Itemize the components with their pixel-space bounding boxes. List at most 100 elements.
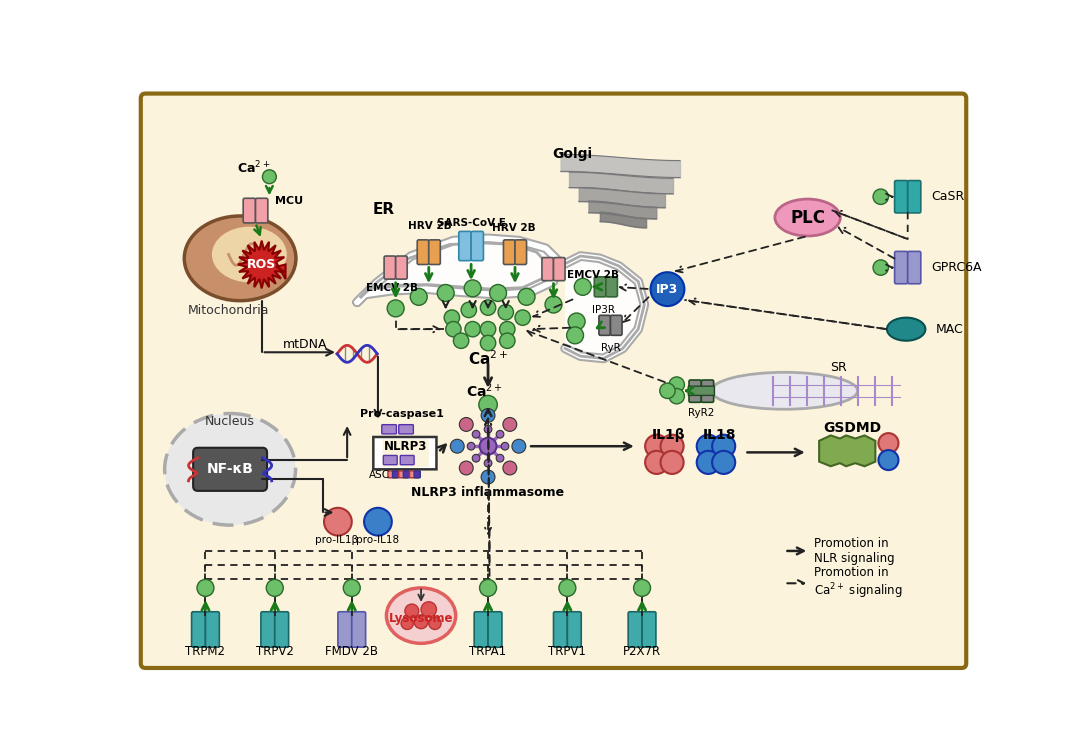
FancyBboxPatch shape [243, 198, 256, 223]
FancyBboxPatch shape [261, 611, 274, 647]
Circle shape [444, 310, 460, 325]
FancyBboxPatch shape [567, 611, 581, 647]
Ellipse shape [387, 588, 456, 643]
FancyBboxPatch shape [205, 611, 219, 647]
FancyBboxPatch shape [352, 611, 366, 647]
FancyBboxPatch shape [140, 93, 967, 668]
Circle shape [446, 321, 461, 337]
FancyBboxPatch shape [701, 380, 714, 403]
Circle shape [450, 440, 464, 453]
Circle shape [697, 434, 719, 458]
Text: HRV 2B: HRV 2B [491, 223, 536, 233]
FancyBboxPatch shape [894, 251, 907, 284]
Polygon shape [565, 256, 645, 358]
FancyBboxPatch shape [382, 425, 396, 434]
Text: CaSR: CaSR [931, 190, 964, 204]
Text: IP3: IP3 [657, 283, 678, 296]
FancyBboxPatch shape [338, 611, 352, 647]
FancyBboxPatch shape [610, 315, 622, 336]
Text: SR: SR [831, 361, 847, 374]
FancyBboxPatch shape [642, 611, 656, 647]
Text: Ca$^{2+}$: Ca$^{2+}$ [238, 160, 271, 176]
Circle shape [878, 450, 899, 470]
Text: Promotion in
NLR signaling: Promotion in NLR signaling [813, 537, 894, 565]
Text: EMCV 2B: EMCV 2B [366, 283, 418, 293]
FancyBboxPatch shape [409, 470, 419, 478]
Text: GSDMD: GSDMD [823, 421, 881, 435]
FancyBboxPatch shape [401, 455, 414, 464]
Circle shape [454, 333, 469, 348]
Circle shape [465, 321, 481, 337]
Circle shape [480, 438, 497, 455]
Circle shape [324, 508, 352, 535]
Ellipse shape [211, 225, 288, 284]
FancyBboxPatch shape [274, 611, 288, 647]
Circle shape [496, 431, 504, 438]
Polygon shape [819, 436, 876, 466]
FancyBboxPatch shape [629, 611, 642, 647]
FancyBboxPatch shape [554, 258, 565, 280]
Text: IL18: IL18 [703, 428, 737, 443]
FancyBboxPatch shape [894, 180, 907, 213]
Text: ROS: ROS [247, 258, 276, 271]
FancyBboxPatch shape [388, 470, 397, 478]
Ellipse shape [712, 372, 858, 409]
FancyBboxPatch shape [399, 425, 414, 434]
FancyBboxPatch shape [907, 251, 921, 284]
FancyBboxPatch shape [689, 380, 701, 403]
FancyBboxPatch shape [395, 256, 407, 279]
Circle shape [414, 615, 428, 629]
Circle shape [410, 288, 428, 305]
Circle shape [197, 579, 214, 596]
FancyBboxPatch shape [399, 470, 408, 478]
Circle shape [459, 418, 473, 431]
Circle shape [387, 300, 404, 317]
Text: NF-κB: NF-κB [206, 462, 254, 477]
Circle shape [343, 579, 361, 596]
Circle shape [669, 388, 685, 404]
FancyBboxPatch shape [403, 470, 409, 478]
Circle shape [481, 409, 495, 422]
FancyBboxPatch shape [392, 470, 399, 478]
FancyBboxPatch shape [429, 240, 441, 265]
Circle shape [503, 418, 516, 431]
Circle shape [669, 377, 685, 392]
Text: TRPA1: TRPA1 [470, 645, 507, 657]
FancyBboxPatch shape [594, 277, 606, 297]
Circle shape [267, 579, 283, 596]
FancyBboxPatch shape [542, 258, 554, 280]
Text: pro-IL1β: pro-IL1β [314, 535, 357, 545]
Circle shape [518, 288, 535, 305]
FancyBboxPatch shape [515, 240, 527, 265]
Circle shape [515, 310, 530, 325]
FancyBboxPatch shape [384, 256, 395, 279]
Circle shape [429, 618, 441, 630]
Text: Nucleus: Nucleus [205, 415, 255, 428]
FancyBboxPatch shape [459, 231, 471, 261]
Text: MAC: MAC [935, 323, 963, 336]
Text: Mitochondria: Mitochondria [188, 304, 269, 317]
Text: ASC: ASC [368, 470, 390, 480]
FancyBboxPatch shape [474, 611, 488, 647]
Ellipse shape [887, 317, 926, 341]
FancyBboxPatch shape [554, 611, 567, 647]
Text: ER: ER [373, 202, 395, 217]
FancyBboxPatch shape [382, 440, 429, 467]
Circle shape [459, 461, 473, 475]
Circle shape [575, 278, 591, 296]
Text: TRPM2: TRPM2 [186, 645, 226, 657]
Circle shape [472, 455, 480, 462]
FancyBboxPatch shape [606, 277, 618, 297]
Circle shape [661, 451, 684, 474]
Circle shape [484, 459, 491, 467]
Polygon shape [238, 241, 285, 288]
Circle shape [645, 434, 669, 458]
Text: IL1β: IL1β [652, 428, 686, 443]
Circle shape [478, 395, 497, 414]
Text: IP3R: IP3R [592, 305, 615, 314]
Ellipse shape [185, 216, 296, 301]
Circle shape [481, 470, 495, 484]
Circle shape [501, 443, 509, 450]
Circle shape [512, 440, 526, 453]
Text: RyR: RyR [600, 343, 620, 353]
